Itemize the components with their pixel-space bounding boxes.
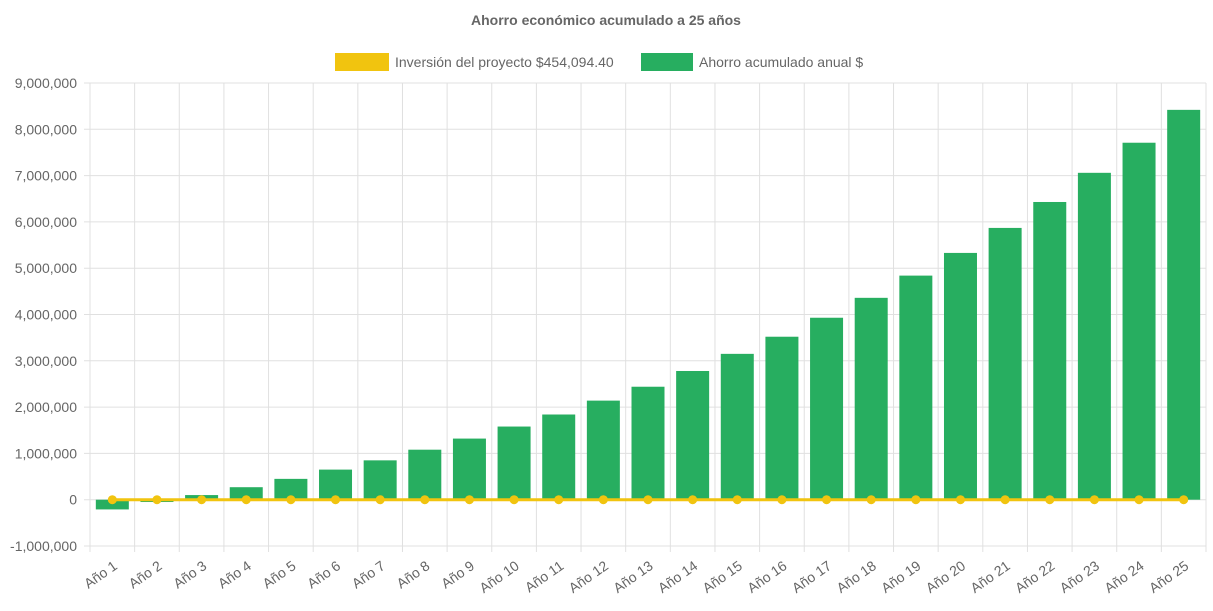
x-tick-label: Año 13 [610, 557, 656, 596]
x-tick-label: Año 3 [170, 557, 209, 591]
y-tick-label: -1,000,000 [10, 538, 77, 554]
y-tick-label: 7,000,000 [15, 168, 77, 184]
y-tick-label: 9,000,000 [15, 75, 77, 91]
x-tick-label: Año 16 [744, 557, 790, 596]
investment-point [331, 495, 341, 505]
y-tick-label: 2,000,000 [15, 399, 77, 415]
bar-ano-7 [363, 460, 397, 500]
bar-ano-18 [854, 297, 888, 500]
investment-point [554, 495, 564, 505]
x-tick-label: Año 19 [878, 557, 924, 596]
x-tick-label: Año 18 [833, 557, 879, 596]
investment-point [866, 495, 876, 505]
investment-point [1000, 495, 1010, 505]
investment-point [464, 495, 474, 505]
y-tick-label: 8,000,000 [15, 121, 77, 137]
bar-ano-13 [631, 386, 665, 500]
x-tick-label: Año 5 [259, 557, 298, 591]
y-tick-label: 6,000,000 [15, 214, 77, 230]
bar-ano-9 [452, 438, 486, 500]
x-tick-label: Año 11 [522, 557, 567, 595]
x-tick-label: Año 1 [81, 557, 120, 591]
x-tick-label: Año 25 [1146, 557, 1192, 596]
bar-ano-8 [408, 449, 442, 500]
y-tick-label: 4,000,000 [15, 307, 77, 323]
chart-title: Ahorro económico acumulado a 25 años [471, 12, 741, 28]
investment-point [375, 495, 385, 505]
investment-point [1089, 495, 1099, 505]
x-tick-label: Año 23 [1057, 557, 1103, 596]
bar-ano-20 [943, 252, 977, 500]
investment-point [598, 495, 608, 505]
investment-point [777, 495, 787, 505]
y-tick-label: 0 [69, 492, 77, 508]
x-tick-label: Año 14 [655, 557, 701, 596]
x-tick-label: Año 15 [699, 557, 745, 596]
legend-swatch-investment[interactable] [335, 53, 389, 71]
bar-ano-12 [586, 400, 620, 500]
investment-point [688, 495, 698, 505]
x-tick-label: Año 22 [1012, 557, 1058, 596]
bar-ano-6 [319, 469, 353, 500]
bar-ano-21 [988, 227, 1022, 500]
x-tick-label: Año 10 [476, 557, 522, 596]
x-tick-label: Año 24 [1101, 557, 1147, 596]
investment-point [911, 495, 921, 505]
bar-ano-10 [497, 426, 531, 500]
investment-point [197, 495, 207, 505]
investment-point [1134, 495, 1144, 505]
y-tick-label: 3,000,000 [15, 353, 77, 369]
x-tick-label: Año 6 [304, 557, 343, 591]
investment-point [1045, 495, 1055, 505]
legend[interactable]: Inversión del proyecto $454,094.40 Ahorr… [335, 53, 863, 71]
x-tick-label: Año 9 [438, 557, 477, 591]
bar-ano-25 [1167, 109, 1201, 500]
bar-ano-19 [899, 275, 933, 500]
x-tick-label: Año 17 [789, 557, 835, 596]
legend-label-investment[interactable]: Inversión del proyecto $454,094.40 [395, 54, 614, 70]
investment-point [822, 495, 832, 505]
bar-ano-23 [1077, 172, 1111, 500]
y-tick-label: 5,000,000 [15, 260, 77, 276]
x-tick-label: Año 4 [215, 557, 254, 591]
investment-point [241, 495, 251, 505]
bar-ano-24 [1122, 142, 1156, 500]
x-tick-label: Año 2 [126, 557, 165, 591]
x-tick-label: Año 12 [566, 557, 612, 596]
x-tick-label: Año 8 [393, 557, 432, 591]
bar-ano-4 [229, 487, 263, 500]
bar-ano-16 [765, 336, 799, 500]
bar-ano-17 [810, 317, 844, 500]
x-tick-label: Año 7 [349, 557, 388, 591]
bar-ano-15 [720, 353, 754, 500]
bar-ano-11 [542, 414, 576, 500]
investment-point [732, 495, 742, 505]
investment-point [509, 495, 519, 505]
investment-point [420, 495, 430, 505]
investment-point [955, 495, 965, 505]
x-tick-label: Año 20 [923, 557, 969, 596]
legend-swatch-savings[interactable] [641, 53, 693, 71]
investment-point [1179, 495, 1189, 505]
investment-point [107, 495, 117, 505]
investment-point [643, 495, 653, 505]
bar-ano-14 [676, 370, 710, 500]
bar-ano-5 [274, 478, 308, 500]
investment-point [152, 495, 162, 505]
bar-ano-22 [1033, 201, 1067, 500]
y-tick-label: 1,000,000 [15, 445, 77, 461]
investment-point [286, 495, 296, 505]
bar-ano-1 [95, 499, 129, 510]
x-tick-label: Año 21 [967, 557, 1013, 596]
legend-label-savings[interactable]: Ahorro acumulado anual $ [699, 54, 863, 70]
